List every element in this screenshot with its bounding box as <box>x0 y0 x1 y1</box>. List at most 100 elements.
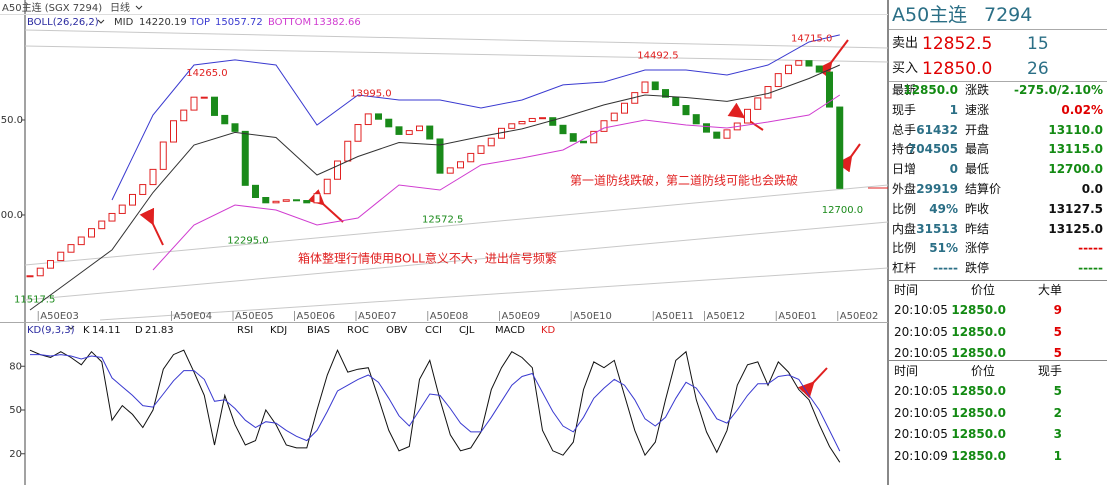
candle <box>703 123 710 133</box>
candle <box>57 251 65 262</box>
stat-value: 0 <box>949 162 958 177</box>
trade-cell: 12850.0 <box>951 303 1006 317</box>
stat-label: 昨结 <box>965 221 990 236</box>
kd-line <box>30 354 841 452</box>
candle <box>815 65 823 73</box>
price-plot <box>26 34 844 311</box>
legend-name: K <box>83 325 90 336</box>
indicator-tab[interactable]: CCI <box>425 325 442 336</box>
indicator-tab[interactable]: CJL <box>459 325 475 336</box>
price-label: 12700.0 <box>822 205 863 216</box>
indicator-tab[interactable]: BIAS <box>307 325 330 336</box>
indicator-tab[interactable]: MACD <box>495 325 525 336</box>
candle <box>303 200 311 204</box>
x-tick-label: A50E06 <box>297 311 336 322</box>
stat-value: 0.02% <box>1061 102 1103 117</box>
candle <box>364 113 372 126</box>
indicator-tab[interactable]: ROC <box>347 325 369 336</box>
trade-cell: 12850.0 <box>951 346 1006 360</box>
indicator-tab[interactable]: KDJ <box>270 325 287 336</box>
candle <box>426 125 434 140</box>
candle <box>610 112 618 122</box>
boll-line <box>111 34 840 201</box>
candle <box>774 73 782 88</box>
stat-label: 涨停 <box>965 241 990 256</box>
indicator-label: BOLL(26,26,2) <box>27 17 99 28</box>
divider <box>889 360 1107 361</box>
indicator-label: KD(9,3,3) <box>27 325 75 336</box>
candle <box>293 199 300 202</box>
table-header: 时间 <box>894 364 919 378</box>
period: 日线 <box>110 1 130 14</box>
candle <box>26 275 34 278</box>
trade-cell: 12850.0 <box>951 384 1006 398</box>
candle <box>785 64 792 75</box>
candle <box>641 81 649 94</box>
legend-value: 21.83 <box>145 325 174 336</box>
candle <box>549 117 557 126</box>
price-label: 14265.0 <box>186 68 227 79</box>
indicator-tab[interactable]: KD <box>541 325 556 336</box>
stat-value: 12700.0 <box>1048 162 1103 177</box>
order-price: 12850.0 <box>922 59 993 79</box>
x-tick-label: A50E05 <box>235 311 274 322</box>
stat-label: 开盘 <box>965 122 990 137</box>
candle <box>77 236 85 246</box>
trade-cell: 20:10:05 <box>894 346 948 360</box>
indicator-tab[interactable]: RSI <box>237 325 253 336</box>
panel-code: 7294 <box>984 4 1033 26</box>
stat-label: 现手 <box>892 102 917 117</box>
candle <box>180 109 188 122</box>
divider <box>889 280 1107 281</box>
stat-value: 49% <box>929 201 958 216</box>
candle <box>744 108 751 124</box>
stat-value: ----- <box>1078 241 1103 256</box>
table-header: 大单 <box>1038 283 1063 297</box>
candle <box>118 204 126 214</box>
x-tick-label: A50E11 <box>655 311 694 322</box>
candle <box>826 71 833 108</box>
y-tick-label: 50 <box>9 405 22 416</box>
x-tick-label: A50E04 <box>174 311 213 322</box>
y-tick-label: 500.0 <box>0 210 23 221</box>
stat-value: 31513 <box>916 221 958 236</box>
order-volume: 15 <box>1027 34 1049 54</box>
candle <box>323 178 331 195</box>
price-label: 12572.5 <box>422 214 463 225</box>
candle <box>211 96 218 116</box>
annotation: 第一道防线跌破，第二道防线可能也会跌破 <box>570 173 798 188</box>
legend-name: D <box>135 325 143 336</box>
candle <box>508 123 516 129</box>
price-label: 14715.0 <box>791 34 832 45</box>
stat-value: 704505 <box>907 142 958 157</box>
stat-value: 1 <box>949 102 958 117</box>
legend-value: 13382.66 <box>313 17 361 28</box>
stat-label: 外盘 <box>892 182 917 196</box>
candle <box>170 120 177 143</box>
candle <box>662 89 669 98</box>
x-tick-label: A50E03 <box>40 311 79 322</box>
stat-value: 13110.0 <box>1048 122 1103 137</box>
order-label: 买入 <box>892 61 919 76</box>
candle <box>477 145 485 154</box>
charts: A50主连 (SGX 7294) 日线 BOLL(26,26,2) MID 14220.… <box>0 0 888 485</box>
stat-label: 内盘 <box>892 221 917 236</box>
legend-value: 15057.72 <box>215 17 263 28</box>
divider <box>889 29 1107 30</box>
stat-label: 比例 <box>892 201 917 216</box>
candle <box>221 114 229 125</box>
x-tick-label: A50E02 <box>840 311 879 322</box>
candle <box>129 193 136 206</box>
candle <box>334 160 341 180</box>
candle <box>692 114 700 125</box>
stat-value: 0.0 <box>1081 182 1103 196</box>
indicator-tab[interactable]: OBV <box>386 325 407 336</box>
annotation: 箱体整理行情使用BOLL意义不大，进出信号频繁 <box>298 251 557 266</box>
trade-cell: 20:10:09 <box>894 448 948 463</box>
legend-name: TOP <box>189 17 210 28</box>
candle <box>528 117 536 122</box>
trade-cell: 12850.0 <box>951 448 1006 463</box>
legend-value: 14.11 <box>92 325 121 336</box>
trade-cell: 20:10:05 <box>894 405 948 420</box>
table-header: 价位 <box>971 364 996 378</box>
